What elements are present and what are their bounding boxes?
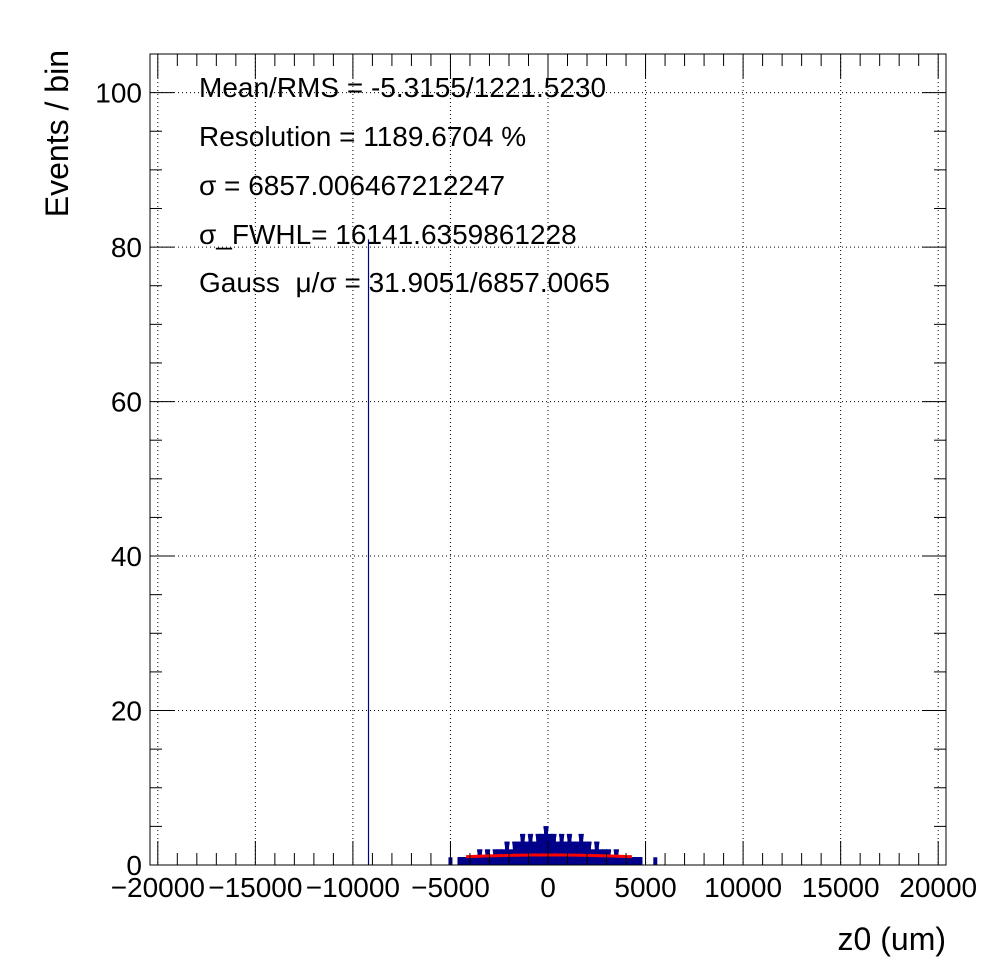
x-tick-label: −20000: [111, 872, 205, 903]
x-tick-label: −15000: [208, 872, 302, 903]
y-tick-label: 0: [126, 850, 142, 881]
axis-ticks: [150, 53, 946, 866]
stats-resolution: Resolution = 1189.6704 %: [199, 121, 526, 152]
x-tick-label: 5000: [614, 872, 676, 903]
y-tick-label: 40: [111, 541, 142, 572]
x-tick-label: 20000: [899, 872, 977, 903]
stats-sigma-fwhl: σ_FWHL= 16141.6359861228: [199, 219, 577, 250]
x-tick-label: 0: [540, 872, 556, 903]
gaussian-fit-line: [466, 853, 632, 859]
stats-gauss-fit: Gauss μ/σ = 31.9051/6857.0065: [199, 267, 610, 298]
x-tick-labels: −20000 −15000 −10000 −5000 0 5000 10000 15000 20…: [111, 872, 977, 903]
x-tick-label: 15000: [802, 872, 880, 903]
stats-annotations: Mean/RMS = -5.3155/1221.5230 Resolution …: [199, 72, 610, 298]
y-tick-label: 20: [111, 696, 142, 727]
fit-curve: [466, 853, 632, 859]
y-tick-label: 100: [95, 78, 142, 109]
y-tick-labels: 0 20 40 60 80 100: [95, 78, 142, 881]
y-axis-title: Events / bin: [39, 50, 75, 217]
x-tick-label: 10000: [704, 872, 782, 903]
x-tick-label: −5000: [411, 872, 490, 903]
stats-sigma: σ = 6857.006467212247: [199, 170, 505, 201]
y-tick-label: 60: [111, 387, 142, 418]
stats-mean-rms: Mean/RMS = -5.3155/1221.5230: [199, 72, 606, 103]
y-tick-label: 80: [111, 232, 142, 263]
x-axis-title: z0 (um): [838, 921, 946, 957]
x-tick-label: −10000: [306, 872, 400, 903]
